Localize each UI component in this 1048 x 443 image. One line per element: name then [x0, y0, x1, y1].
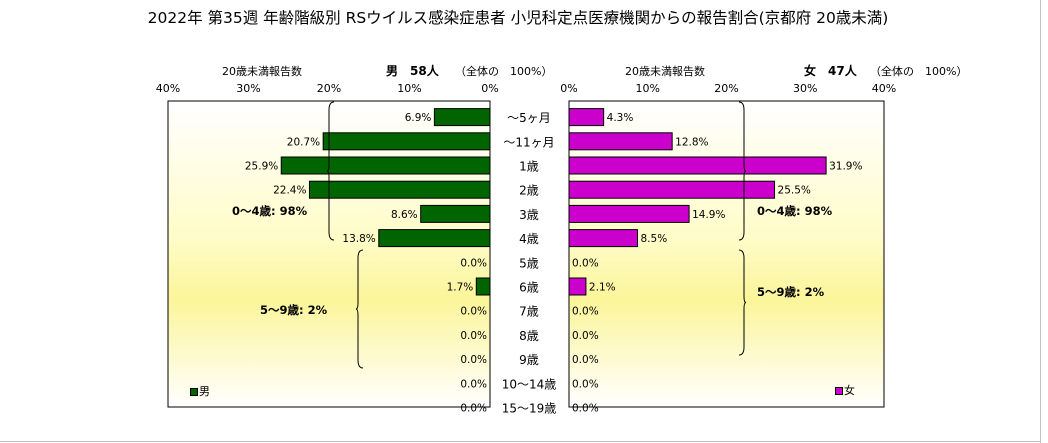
- male-bar: [308, 180, 491, 199]
- male-value-label: 0.0%: [460, 306, 487, 318]
- male-value-label: 0.0%: [460, 403, 487, 415]
- left-group-brace-0-4: [326, 101, 335, 241]
- male-value-label: 0.0%: [460, 354, 487, 366]
- female-value-label: 14.9%: [692, 209, 725, 221]
- female-value-label: 25.5%: [778, 185, 811, 197]
- left-total-note: （全体の 100%）: [455, 65, 553, 78]
- right-group-brace-0-4: [738, 101, 747, 241]
- left-x-tick: 0%: [481, 82, 498, 95]
- right-sex-count: 女 47人: [804, 64, 857, 78]
- male-value-label: 8.6%: [391, 209, 418, 221]
- right-x-tick: 0%: [560, 82, 577, 95]
- male-bar: [378, 229, 491, 248]
- male-value-label: 0.0%: [460, 378, 487, 390]
- male-bar: [475, 277, 491, 296]
- category-label: ～5ヶ月: [507, 111, 551, 125]
- male-value-label: 25.9%: [245, 161, 278, 173]
- female-value-label: 0.0%: [572, 306, 599, 318]
- male-value-label: 20.7%: [287, 136, 320, 148]
- left-legend: 男: [190, 383, 210, 399]
- right-x-tick: 10%: [636, 82, 660, 95]
- female-bar: [568, 156, 827, 175]
- male-bar: [280, 156, 491, 175]
- right-group-brace-5-9: [738, 249, 747, 356]
- right-legend-label: 女: [844, 384, 855, 397]
- male-value-label: 6.9%: [405, 112, 432, 124]
- female-value-label: 0.0%: [572, 330, 599, 342]
- category-label: 2歳: [519, 184, 539, 198]
- female-bar: [568, 132, 673, 151]
- left-x-tick: 30%: [236, 82, 260, 95]
- left-x-tick: 20%: [317, 82, 341, 95]
- male-bar: [433, 108, 491, 127]
- right-x-tick: 30%: [793, 82, 817, 95]
- left-group-brace-5-9: [355, 249, 364, 369]
- category-label: 1歳: [519, 160, 539, 174]
- male-bar: [420, 204, 491, 223]
- female-bar: [568, 180, 776, 199]
- right-legend: 女: [835, 382, 855, 398]
- male-value-label: 0.0%: [460, 257, 487, 269]
- left-x-tick: 10%: [397, 82, 421, 95]
- right-plot-area: [568, 100, 885, 408]
- left-legend-label: 男: [199, 385, 210, 398]
- female-value-label: 2.1%: [589, 282, 616, 294]
- left-group-label: 5～9歳: 2%: [260, 303, 328, 317]
- male-bar: [322, 132, 491, 151]
- right-group-label: 5～9歳: 2%: [757, 285, 825, 299]
- category-label: 5歳: [519, 256, 539, 270]
- female-value-label: 0.0%: [572, 354, 599, 366]
- right-axis-caption: 20歳未満報告数: [625, 65, 705, 78]
- left-axis-caption: 20歳未満報告数: [222, 65, 302, 78]
- frame-border-right: [1040, 0, 1041, 443]
- left-x-tick: 40%: [156, 82, 180, 95]
- right-group-label: 0～4歳: 98%: [757, 204, 833, 218]
- female-bar: [568, 204, 690, 223]
- female-bar: [568, 108, 605, 127]
- category-label: ～11ヶ月: [503, 135, 554, 149]
- female-value-label: 4.3%: [607, 112, 634, 124]
- right-legend-swatch: [835, 387, 843, 395]
- female-value-label: 0.0%: [572, 403, 599, 415]
- category-label: 6歳: [519, 281, 539, 295]
- left-group-label: 0～4歳: 98%: [232, 204, 308, 218]
- frame-border-bottom: [0, 441, 1041, 442]
- chart-title: 2022年 第35週 年齢階級別 RSウイルス感染症患者 小児科定点医療機関から…: [147, 9, 889, 27]
- category-label: 3歳: [519, 208, 539, 222]
- female-value-label: 8.5%: [641, 233, 668, 245]
- female-value-label: 31.9%: [829, 161, 862, 173]
- category-label: 9歳: [519, 353, 539, 367]
- male-value-label: 1.7%: [447, 282, 474, 294]
- female-value-label: 12.8%: [675, 136, 708, 148]
- left-legend-swatch: [190, 388, 198, 396]
- male-value-label: 22.4%: [273, 185, 306, 197]
- female-bar: [568, 277, 587, 296]
- category-label: 8歳: [519, 329, 539, 343]
- category-label: 7歳: [519, 305, 539, 319]
- female-value-label: 0.0%: [572, 378, 599, 390]
- category-label: 15～19歳: [502, 402, 557, 416]
- female-bar: [568, 229, 639, 248]
- left-sex-count: 男 58人: [386, 64, 439, 78]
- male-value-label: 0.0%: [460, 330, 487, 342]
- category-label: 10～14歳: [502, 377, 557, 391]
- category-label: 4歳: [519, 232, 539, 246]
- right-total-note: （全体の 100%）: [870, 65, 968, 78]
- male-value-label: 13.8%: [342, 233, 375, 245]
- female-value-label: 0.0%: [572, 257, 599, 269]
- right-x-tick: 40%: [872, 82, 896, 95]
- right-x-tick: 20%: [714, 82, 738, 95]
